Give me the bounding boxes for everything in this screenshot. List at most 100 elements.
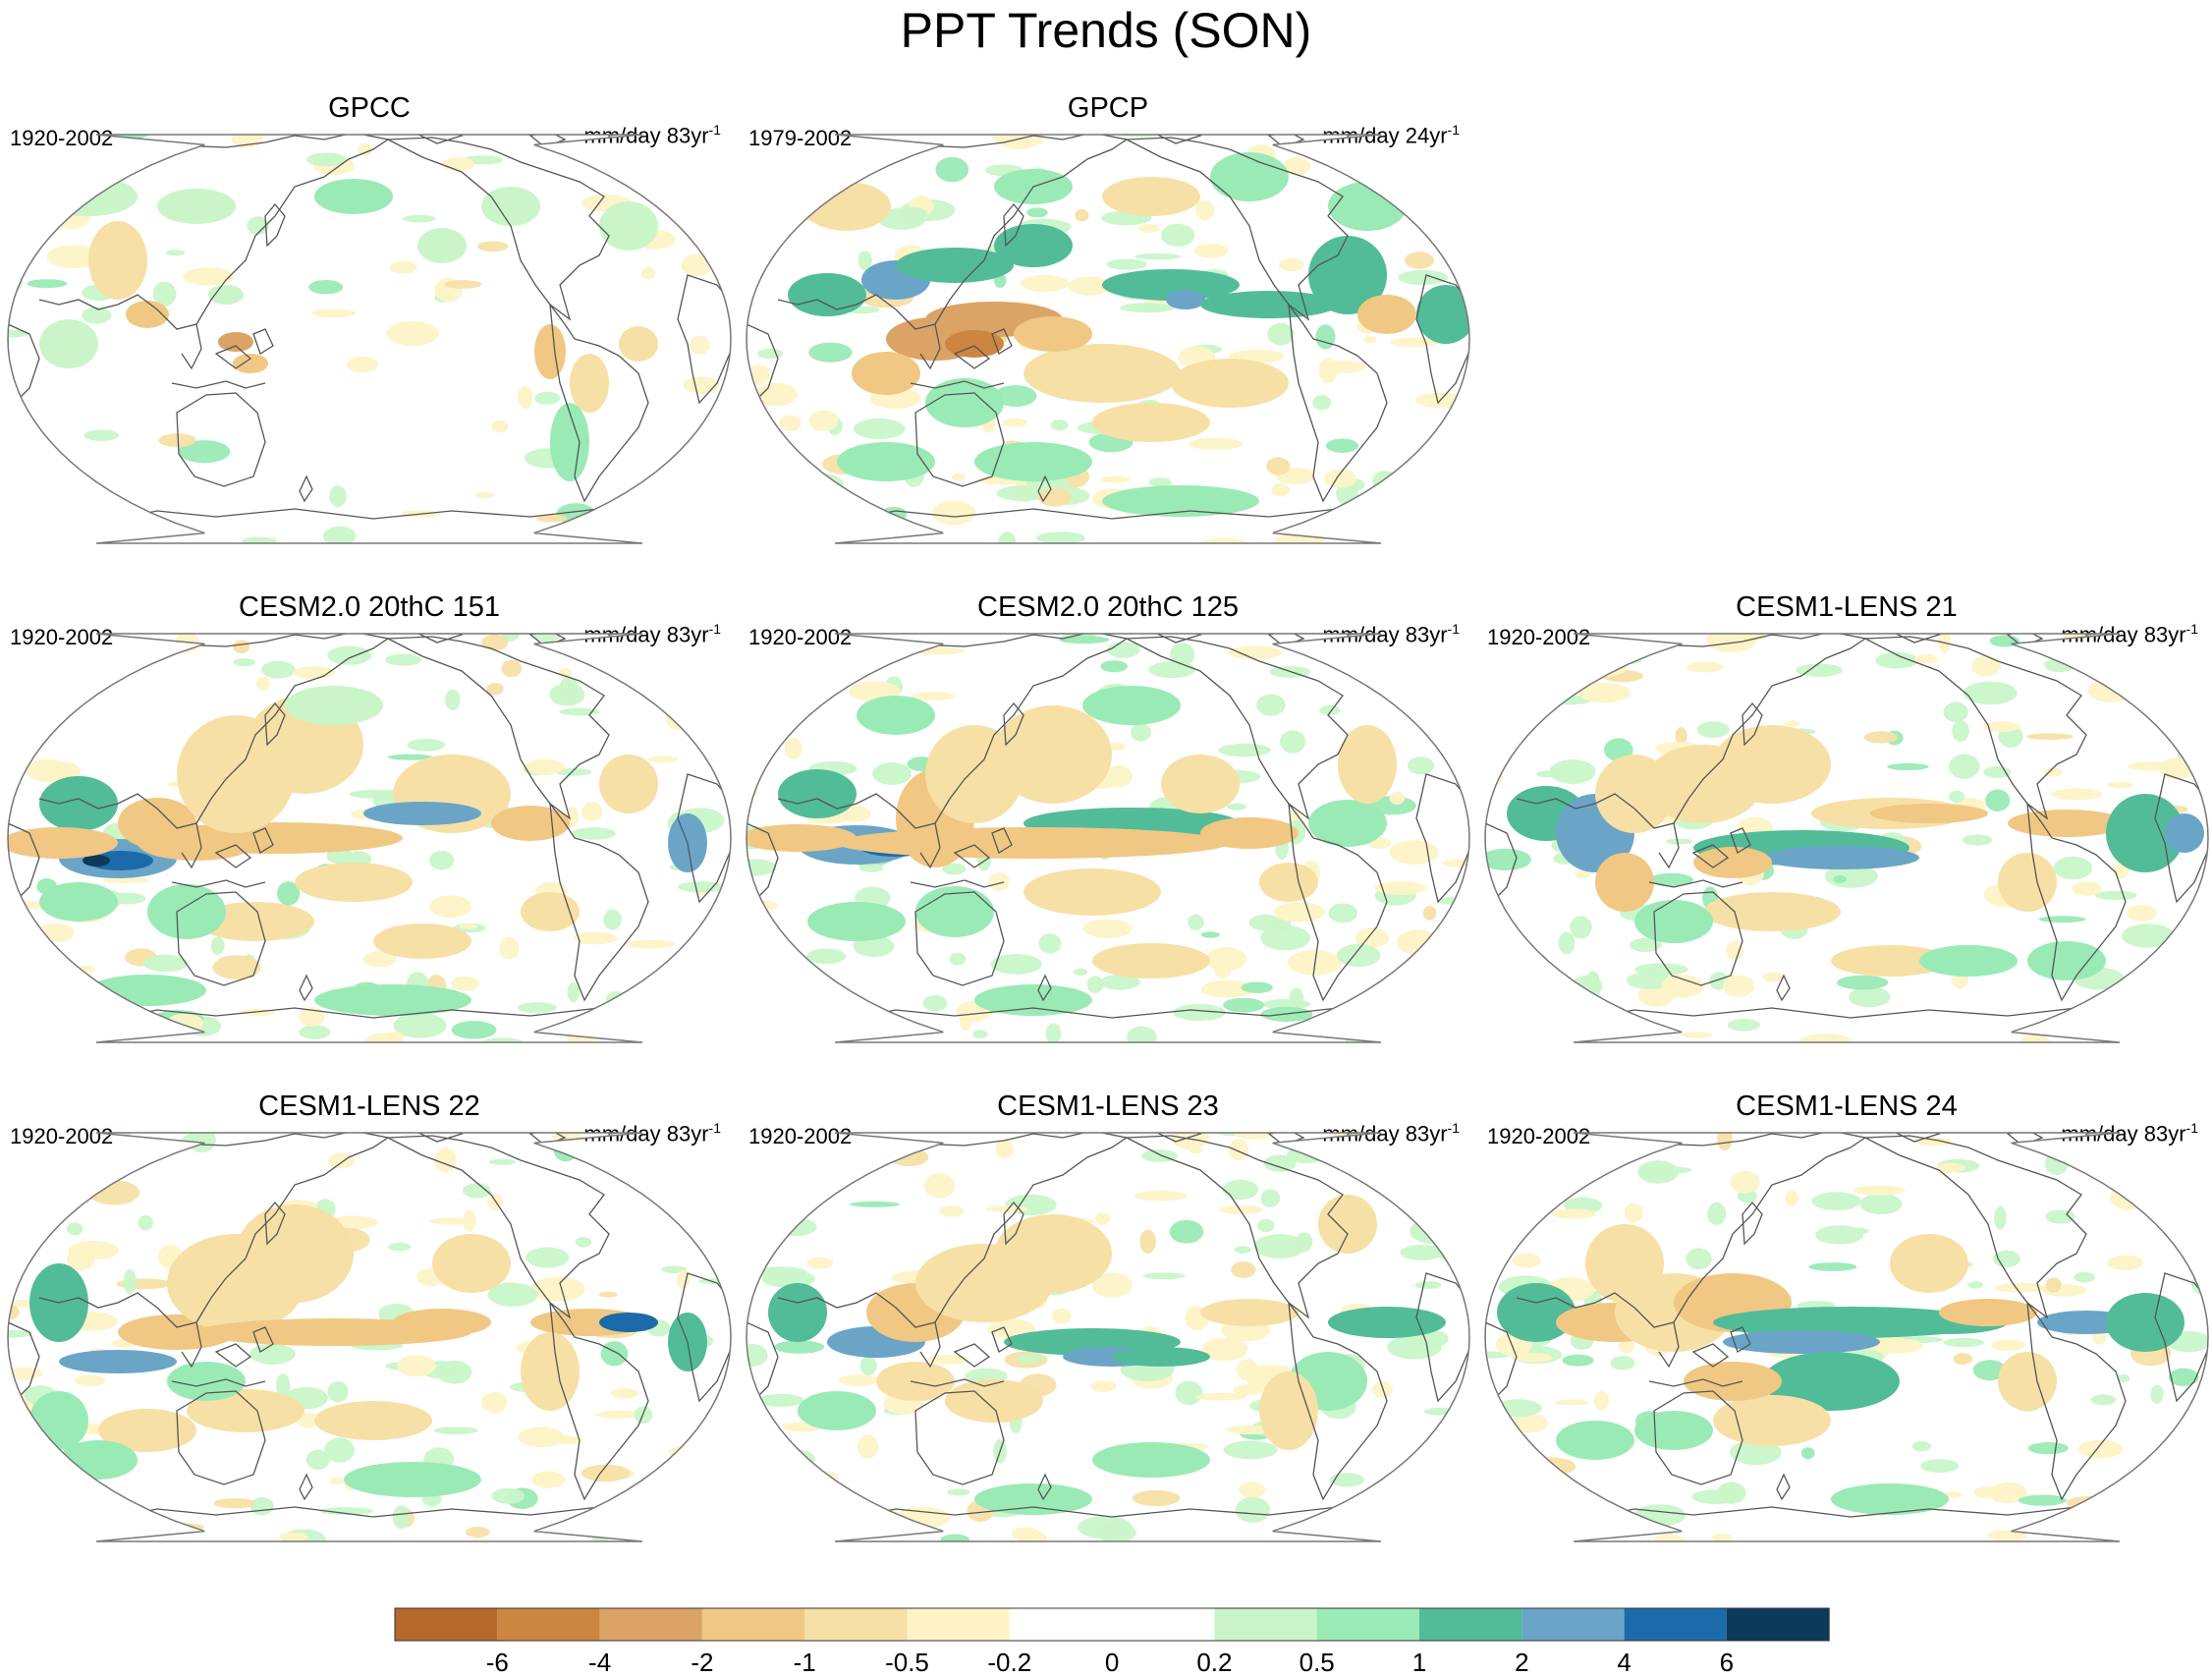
trend-speckle <box>2150 1385 2163 1404</box>
trend-speckle <box>45 1159 82 1174</box>
trend-speckle <box>1811 1192 1860 1210</box>
trend-speckle <box>1731 1171 1760 1194</box>
trend-speckle <box>972 1030 987 1038</box>
trend-speckle <box>1236 1497 1271 1523</box>
colorbar-frame <box>395 1608 1829 1641</box>
trend-speckle <box>572 827 616 840</box>
coastline <box>2086 631 2155 681</box>
trend-speckle <box>1594 1391 1609 1411</box>
colorbar-segment <box>1521 1608 1624 1641</box>
trend-region <box>1171 359 1289 408</box>
trend-region <box>521 1332 580 1411</box>
trend-speckle <box>1963 682 2018 705</box>
trend-speckle <box>1075 209 1088 221</box>
trend-speckle <box>719 1470 736 1494</box>
trend-speckle <box>1483 770 1503 785</box>
trend-speckle <box>1610 1356 1634 1370</box>
trend-speckle <box>1637 1160 1679 1184</box>
trend-region <box>837 827 1230 859</box>
trend-speckle <box>581 802 602 821</box>
trend-speckle <box>1 618 50 640</box>
colorbar-tick: 0.2 <box>1196 1648 1232 1678</box>
trend-speckle <box>415 1119 427 1134</box>
trend-speckle <box>531 1471 565 1487</box>
trend-region <box>29 1391 88 1450</box>
trend-region <box>1998 853 2057 912</box>
trend-speckle <box>1274 902 1325 923</box>
trend-speckle <box>556 503 595 526</box>
trend-speckle <box>809 411 839 432</box>
trend-speckle <box>1538 1143 1574 1153</box>
trend-speckle <box>1252 1121 1300 1131</box>
trend-speckle <box>1074 969 1087 976</box>
trend-region <box>1357 295 1416 334</box>
trend-speckle <box>576 1237 591 1248</box>
trend-speckle <box>329 485 347 507</box>
trend-speckle <box>2019 1035 2051 1057</box>
trend-speckle <box>2110 1185 2148 1209</box>
trend-speckle <box>2039 916 2086 923</box>
trend-speckle <box>1429 1510 1449 1529</box>
trend-speckle <box>1289 988 1303 1008</box>
trend-speckle <box>1920 1459 1959 1473</box>
trend-speckle <box>717 1447 737 1462</box>
colorbar-tick: 2 <box>1515 1648 1528 1678</box>
trend-speckle <box>312 309 357 318</box>
trend-speckle <box>1143 1272 1185 1279</box>
trend-speckle <box>1534 1509 1576 1519</box>
trend-region <box>373 923 471 959</box>
trend-speckle <box>124 1269 137 1294</box>
trend-speckle <box>1195 199 1214 220</box>
trend-speckle <box>1229 1139 1248 1160</box>
trend-speckle <box>1435 485 1467 503</box>
trend-speckle <box>1425 471 1477 486</box>
colorbar-tick: -1 <box>794 1648 816 1678</box>
trend-region <box>1762 846 1919 869</box>
trend-speckle <box>2026 733 2074 740</box>
trend-speckle <box>2074 1540 2117 1554</box>
trend-region <box>1634 1411 1713 1450</box>
trend-speckle <box>1515 1155 1533 1172</box>
trend-speckle <box>390 261 416 274</box>
trend-speckle <box>1518 1015 1544 1031</box>
trend-region <box>994 1214 1112 1293</box>
trend-speckle <box>1915 654 1938 664</box>
trend-speckle <box>854 419 905 439</box>
panel-lens24: CESM1-LENS 24 1920-2002 mm/day 83yr-1 <box>1477 1087 2212 1578</box>
trend-region <box>1497 1283 1576 1342</box>
trend-speckle <box>1329 903 1358 923</box>
trend-speckle <box>525 1247 569 1267</box>
trend-speckle <box>77 966 95 974</box>
trend-speckle <box>88 1180 140 1204</box>
trend-speckle <box>1016 1355 1043 1364</box>
trend-speckle <box>798 1463 809 1471</box>
colorbar-segment <box>1214 1608 1316 1641</box>
trend-speckle <box>2184 958 2197 968</box>
trend-speckle <box>1227 804 1246 811</box>
trend-speckle <box>1481 693 1514 716</box>
trend-speckle <box>1887 763 1928 770</box>
trend-speckle <box>489 1159 516 1165</box>
trend-speckle <box>1988 621 2000 635</box>
trend-speckle <box>306 153 347 167</box>
trend-speckle <box>1021 275 1070 292</box>
trend-speckle <box>643 996 660 1009</box>
trend-speckle <box>641 267 655 280</box>
coastline <box>1348 132 1416 182</box>
trend-speckle <box>1991 1340 2025 1352</box>
trend-speckle <box>1224 1441 1278 1460</box>
trend-region <box>1595 853 1654 912</box>
trend-region <box>491 806 570 841</box>
trend-region <box>1200 1299 1299 1326</box>
trend-region <box>167 1362 246 1401</box>
trend-region <box>1318 1195 1377 1254</box>
trend-speckle <box>1223 998 1264 1013</box>
trend-speckle <box>19 1021 68 1034</box>
trend-speckle <box>1399 469 1417 481</box>
trend-speckle <box>452 1021 497 1038</box>
trend-speckle <box>638 652 657 659</box>
trend-speckle <box>1723 975 1755 996</box>
trend-region <box>599 201 658 251</box>
trend-region <box>876 1362 955 1401</box>
trend-speckle <box>1570 916 1591 938</box>
